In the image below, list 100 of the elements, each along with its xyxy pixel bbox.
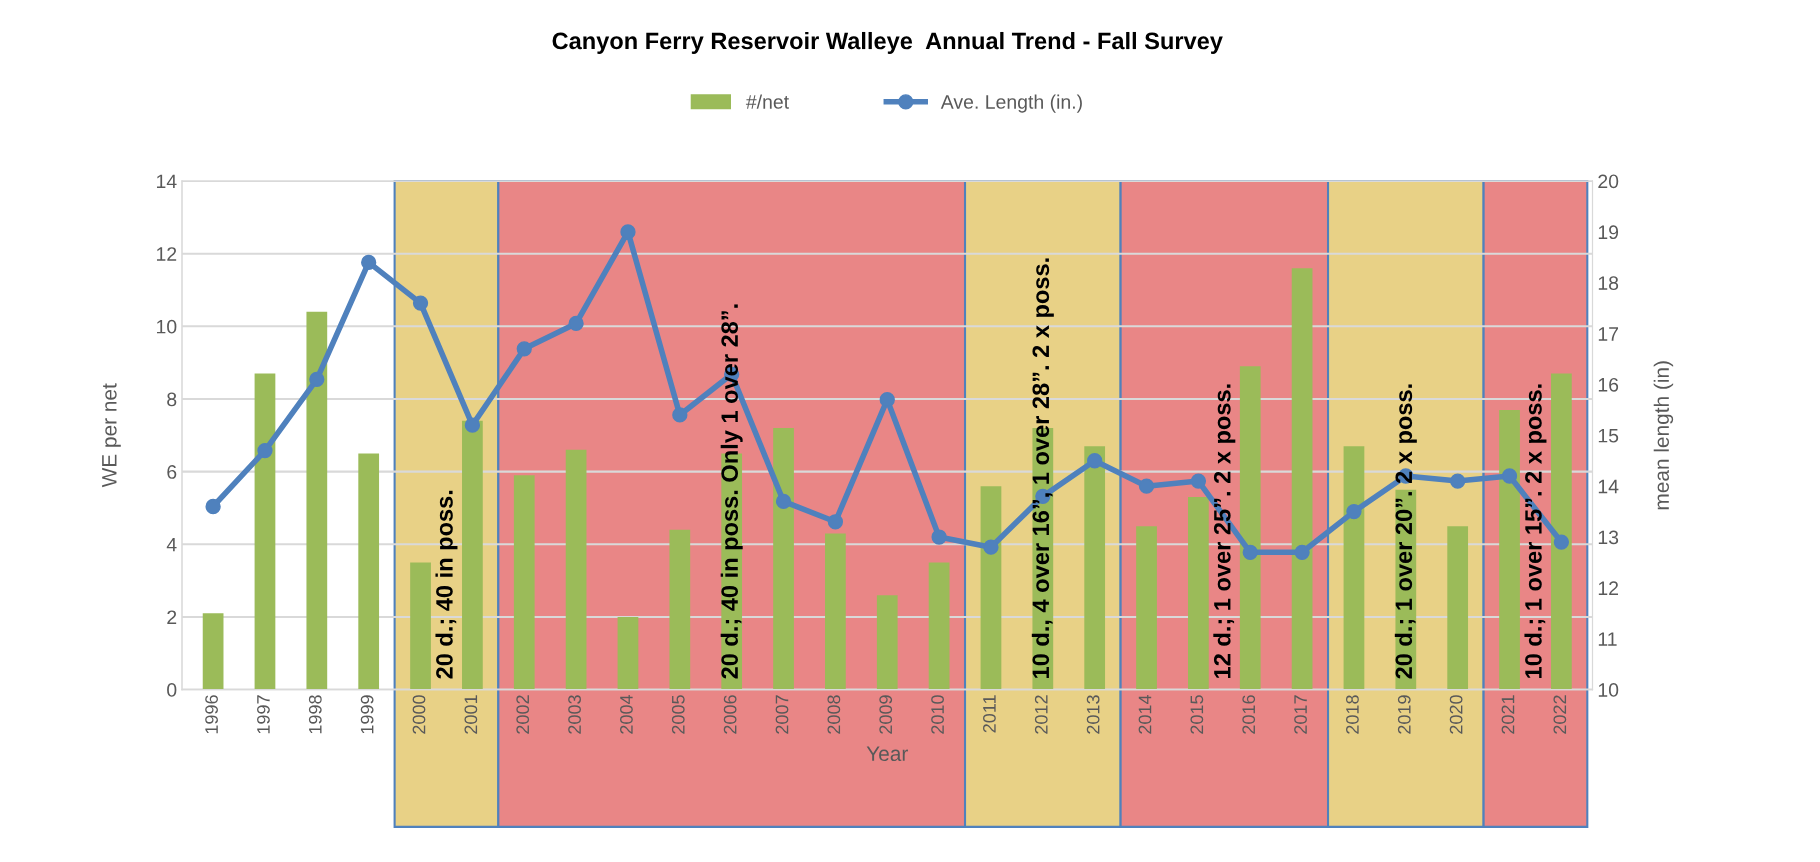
x-tick-label: 2011 bbox=[983, 695, 996, 733]
x-tick-label: 1998 bbox=[308, 695, 322, 734]
band-label: 20 d.; 1 over 20”. 2 x poss. bbox=[1394, 384, 1417, 679]
bar bbox=[1447, 526, 1469, 690]
x-tick-label: 2004 bbox=[620, 694, 633, 734]
point bbox=[1450, 473, 1466, 489]
bar bbox=[202, 613, 224, 690]
x-axis-title: Year bbox=[866, 746, 908, 762]
x-tick-label: 2015 bbox=[1190, 695, 1204, 734]
x-tick-label: 2022 bbox=[1553, 695, 1567, 734]
y2-tick-label: 14 bbox=[1598, 479, 1619, 494]
y2-tick-label: 20 bbox=[1598, 174, 1619, 189]
bar bbox=[462, 420, 483, 690]
bar bbox=[254, 373, 276, 690]
band-label: 20 d.; 40 in poss. Only 1 over 28”. bbox=[720, 304, 743, 679]
x-tick-label: 2012 bbox=[1034, 695, 1048, 734]
point bbox=[361, 254, 377, 271]
bar bbox=[513, 475, 535, 690]
bar bbox=[1239, 366, 1261, 690]
y-tick-label: 4 bbox=[166, 537, 177, 552]
point bbox=[257, 442, 273, 459]
y2-axis-title: mean length (in) bbox=[1653, 361, 1674, 510]
point bbox=[775, 493, 792, 510]
band-label: 20 d.; 40 in poss. bbox=[435, 490, 458, 679]
bar bbox=[1136, 526, 1157, 690]
x-tick-label: 2010 bbox=[931, 695, 944, 734]
y2-tick-label: 17 bbox=[1598, 327, 1619, 341]
bar bbox=[617, 616, 639, 690]
x-tick-label: 1999 bbox=[360, 695, 374, 734]
point bbox=[931, 529, 947, 545]
y2-tick-label: 10 bbox=[1598, 683, 1619, 697]
bar bbox=[1551, 373, 1572, 690]
point bbox=[1501, 468, 1518, 484]
x-tick-label: 2018 bbox=[1346, 695, 1359, 734]
point bbox=[983, 539, 999, 555]
y2-tick-label: 13 bbox=[1598, 530, 1619, 545]
x-tick-label: 2016 bbox=[1242, 695, 1256, 734]
y-tick-label: 10 bbox=[157, 319, 177, 334]
bar bbox=[1291, 268, 1313, 690]
point bbox=[1242, 544, 1258, 560]
x-tick-label: 2021 bbox=[1501, 695, 1515, 734]
bar bbox=[1188, 497, 1209, 690]
bar bbox=[306, 311, 328, 690]
point bbox=[205, 498, 221, 515]
x-tick-label: 2008 bbox=[827, 695, 841, 734]
point bbox=[1553, 534, 1570, 550]
chart-title: Canyon Ferry Reservoir Walleye Annual Trend - Fall Survey bbox=[552, 31, 1223, 54]
bar bbox=[773, 428, 794, 690]
point bbox=[309, 371, 325, 388]
y-tick-label: 12 bbox=[157, 247, 177, 261]
legend-label: Ave. Length (in.) bbox=[940, 94, 1082, 113]
bar bbox=[565, 449, 587, 690]
point bbox=[672, 407, 688, 423]
y2-tick-label: 15 bbox=[1598, 428, 1619, 443]
y2-tick-label: 16 bbox=[1598, 377, 1619, 392]
point bbox=[516, 341, 532, 357]
point bbox=[464, 417, 481, 433]
band-label: 10 d., 4 over 16”, 1 over 28”. 2 x poss. bbox=[1031, 258, 1054, 678]
point bbox=[1190, 473, 1207, 489]
bar bbox=[1343, 446, 1365, 690]
y-tick-label: 0 bbox=[167, 683, 177, 697]
x-tick-label: 2002 bbox=[516, 695, 530, 734]
point bbox=[568, 315, 584, 332]
x-tick-label: 2014 bbox=[1138, 694, 1152, 734]
x-tick-label: 2001 bbox=[464, 695, 478, 734]
x-tick-label: 2000 bbox=[412, 695, 426, 734]
x-tick-label: 2009 bbox=[879, 695, 893, 734]
band-label: 10 d.; 1 over 15”. 2 x poss. bbox=[1524, 384, 1547, 678]
x-tick-label: 2013 bbox=[1086, 695, 1100, 734]
x-tick-label: 1996 bbox=[205, 695, 218, 734]
point bbox=[412, 295, 429, 311]
bar bbox=[1084, 446, 1106, 690]
band-label: 12 d.; 1 over 25”. 2 x poss. bbox=[1213, 384, 1236, 678]
y2-tick-label: 11 bbox=[1598, 632, 1617, 646]
x-tick-label: 2019 bbox=[1397, 695, 1411, 734]
y-tick-label: 6 bbox=[167, 465, 177, 479]
x-tick-label: 2006 bbox=[723, 695, 737, 734]
bar bbox=[876, 595, 898, 690]
x-tick-label: 2003 bbox=[568, 695, 581, 734]
point bbox=[1138, 478, 1155, 494]
x-tick-label: 1997 bbox=[257, 695, 270, 734]
bar bbox=[825, 533, 846, 690]
legend-label: #/net bbox=[745, 94, 789, 109]
y2-tick-label: 19 bbox=[1598, 225, 1619, 240]
x-tick-label: 2005 bbox=[671, 695, 685, 734]
y-axis-title: WE per net bbox=[102, 383, 121, 488]
y-tick-label: 2 bbox=[167, 610, 177, 624]
x-tick-label: 2020 bbox=[1449, 695, 1463, 734]
y2-tick-label: 12 bbox=[1598, 581, 1619, 595]
bar bbox=[669, 529, 691, 690]
y-tick-label: 14 bbox=[157, 174, 177, 189]
bar bbox=[928, 562, 950, 690]
x-tick-label: 2007 bbox=[775, 695, 789, 734]
x-tick-label: 2017 bbox=[1294, 695, 1307, 734]
point bbox=[1346, 503, 1362, 520]
y-tick-label: 8 bbox=[167, 392, 177, 407]
bar bbox=[980, 486, 1002, 690]
bar bbox=[1499, 409, 1520, 690]
bar bbox=[358, 453, 380, 690]
point bbox=[879, 392, 895, 408]
